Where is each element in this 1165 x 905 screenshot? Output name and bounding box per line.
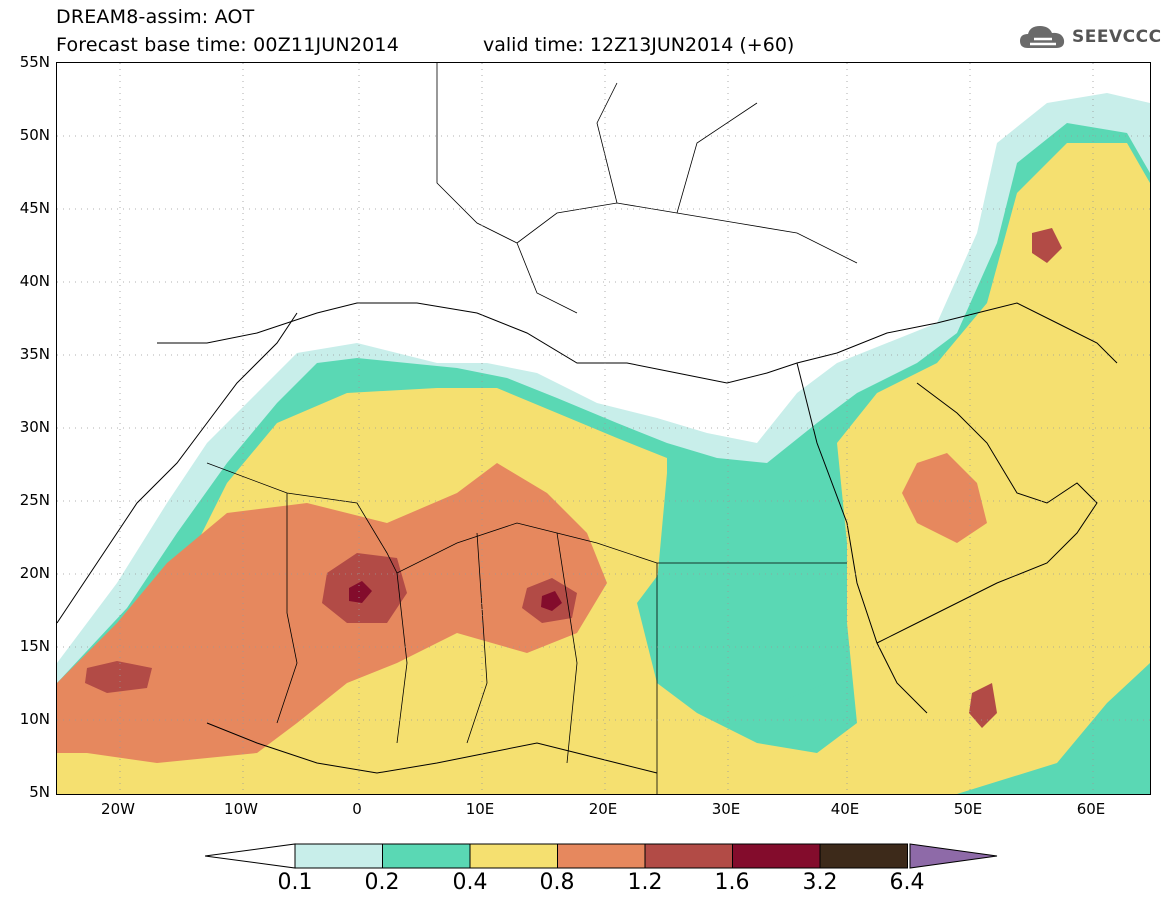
lon-label-10w: 10W — [224, 800, 258, 818]
colorbar-segment — [644, 843, 733, 869]
colorbar-segment — [819, 843, 908, 869]
colorbar-label-3-2: 3.2 — [802, 870, 838, 895]
lat-label-45n: 45N — [19, 199, 50, 217]
aot-map — [56, 62, 1151, 795]
colorbar-label-1-2: 1.2 — [627, 870, 663, 895]
colorbar-segment — [382, 843, 471, 869]
lat-label-15n: 15N — [19, 637, 50, 655]
lon-label-40e: 40E — [830, 800, 860, 818]
lat-label-35n: 35N — [19, 345, 50, 363]
seevccc-logo: SEEVCCC — [1018, 22, 1162, 52]
colorbar-label-0-2: 0.2 — [364, 870, 400, 895]
lat-label-50n: 50N — [19, 126, 50, 144]
lat-label-30n: 30N — [19, 418, 50, 436]
lon-label-10e: 10E — [465, 800, 495, 818]
lat-label-5n: 5N — [29, 783, 50, 801]
aot-field — [57, 63, 1150, 794]
colorbar-label-0-4: 0.4 — [452, 870, 488, 895]
colorbar-label-1-6: 1.6 — [714, 870, 750, 895]
logo-text: SEEVCCC — [1072, 27, 1162, 47]
colorbar-segment — [732, 843, 821, 869]
colorbar-segment — [469, 843, 558, 869]
lon-label-30e: 30E — [711, 800, 741, 818]
colorbar — [205, 843, 998, 869]
lat-label-40n: 40N — [19, 272, 50, 290]
colorbar-label-0-1: 0.1 — [277, 870, 313, 895]
map-title: DREAM8-assim: AOT — [56, 6, 255, 28]
forecast-base-time: Forecast base time: 00Z11JUN2014 — [56, 34, 399, 56]
lat-label-55n: 55N — [19, 53, 50, 71]
lon-label-60e: 60E — [1076, 800, 1106, 818]
colorbar-segment — [294, 843, 383, 869]
colorbar-segment — [557, 843, 646, 869]
lon-label-20e: 20E — [588, 800, 618, 818]
lon-label-0: 0 — [352, 800, 362, 818]
lat-label-10n: 10N — [19, 710, 50, 728]
colorbar-label-0-8: 0.8 — [539, 870, 575, 895]
lat-label-20n: 20N — [19, 564, 50, 582]
lon-label-50e: 50E — [953, 800, 983, 818]
colorbar-label-6-4: 6.4 — [889, 870, 925, 895]
lon-label-20w: 20W — [101, 800, 135, 818]
valid-time: valid time: 12Z13JUN2014 (+60) — [483, 34, 795, 56]
lat-label-25n: 25N — [19, 491, 50, 509]
cloud-icon — [1020, 26, 1065, 48]
